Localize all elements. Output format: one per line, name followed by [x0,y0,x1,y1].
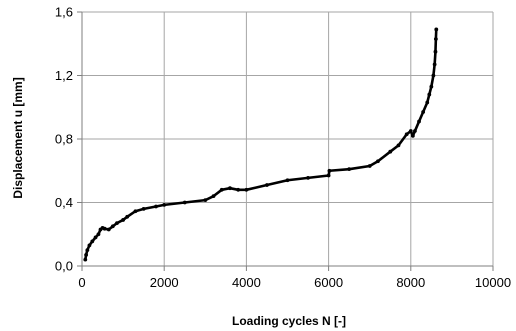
y-tick-label: 0,0 [55,259,73,274]
data-point [425,100,430,105]
data-point [244,187,249,192]
data-point [367,164,372,168]
x-axis-title: Loading cycles N [-] [232,314,346,328]
data-point [236,187,241,192]
x-tick-label: 6000 [314,275,343,290]
data-point [182,200,187,205]
data-point [421,110,426,114]
data-point [133,209,138,214]
data-point [413,129,417,133]
data-point [306,175,310,180]
y-tick-label: 0,8 [55,132,73,147]
x-tick-label: 4000 [232,275,261,290]
data-series [83,27,439,262]
data-point [85,248,90,253]
data-point [417,119,421,124]
data-point [347,167,352,172]
data-point [93,235,98,240]
x-tick-label: 2000 [150,275,179,290]
data-point [121,218,125,222]
x-tick-label: 8000 [396,275,425,290]
data-point [102,226,107,231]
data-point [327,168,332,173]
data-point [106,227,111,232]
data-point [211,194,216,199]
data-point [87,243,92,248]
series-line [83,28,438,261]
data-point [433,37,438,41]
y-axis-title: Displacement u [mm] [11,77,25,198]
data-point [434,27,439,32]
data-point [141,206,146,211]
data-point [326,173,331,178]
y-tick-label: 1,6 [55,5,73,20]
y-tick-label: 1,2 [55,68,73,83]
data-point [431,73,436,78]
tick-labels: 0 2000 4000 6000 8000 10000 0,0 0,4 0,8 1,2 1,6 [55,5,511,291]
data-point [404,132,409,137]
data-point [265,183,269,187]
data-point [90,239,95,244]
data-point [83,257,88,262]
data-point [432,62,437,67]
data-point [96,232,101,237]
data-point [408,129,413,133]
data-point [410,133,415,138]
data-point [219,187,224,192]
data-point [115,221,119,226]
data-point [154,204,158,209]
data-point [388,149,393,154]
axes [77,11,494,271]
data-point [162,202,167,207]
data-point [110,224,115,229]
data-point [396,143,401,148]
data-point [84,252,89,257]
x-tick-label: 0 [78,275,85,290]
data-point [203,198,208,203]
x-tick-label: 10000 [475,275,511,290]
data-point [285,178,290,183]
data-point [433,49,438,54]
data-point [429,84,434,89]
data-point [125,214,130,219]
data-point [228,186,232,191]
grid [82,11,494,266]
data-point [427,92,432,97]
y-tick-label: 0,4 [55,195,73,210]
data-point [376,159,380,164]
